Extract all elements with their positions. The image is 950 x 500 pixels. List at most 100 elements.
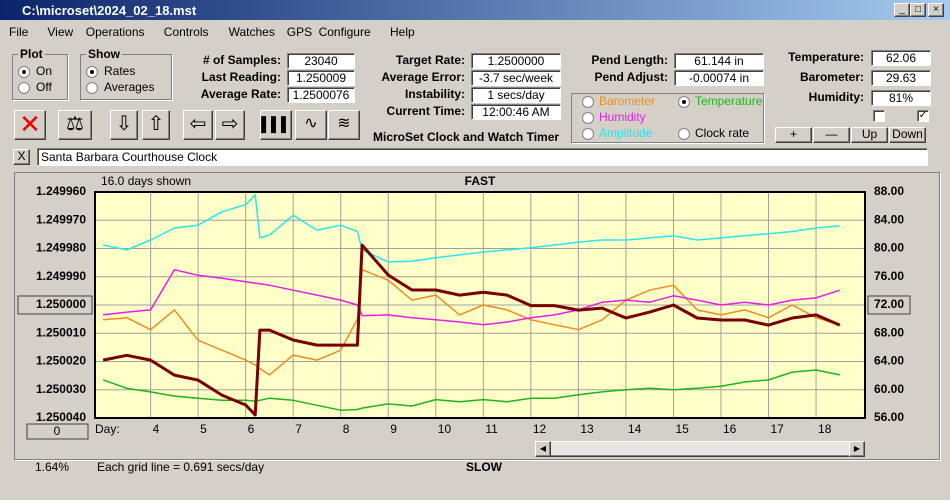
series-line [103,268,841,326]
field-value: -0.00074 in [674,70,764,86]
menu-item[interactable]: File [9,25,29,39]
field-value: 29.63 [871,70,931,86]
zero-button-label: 0 [54,424,61,438]
y-tick-label: 1.250030 [36,382,86,396]
right-button[interactable]: ⇨ [215,110,245,140]
field-value: 23040 [287,53,355,69]
menu-item[interactable]: Controls [163,25,209,39]
legend-box [571,93,764,143]
field-value: 61.144 in [674,53,764,69]
env-button[interactable]: Up [851,127,888,143]
field-label: Current Time: [386,104,465,118]
stop-button[interactable]: ✕ [14,110,46,140]
y-tick-label: 1.249960 [36,184,86,198]
bars-button[interactable]: ▌▌▌ [260,110,292,140]
field-value: 1.250009 [287,70,355,86]
radio-label: Rates [104,64,136,78]
legend-radio[interactable] [582,112,594,124]
radio[interactable] [86,66,98,78]
field-label: Instability: [404,87,465,101]
field-value: -3.7 sec/week [471,70,561,86]
days-shown: 16.0 days shown [101,174,191,188]
y2-tick-label: 64.00 [874,354,904,368]
legend-radio[interactable] [678,128,690,140]
down-button[interactable]: ⇩ [110,110,138,140]
legend-label: Barometer [599,94,656,108]
y2-tick-label: 88.00 [874,184,904,198]
env-button[interactable]: Down [889,127,926,143]
close-window-button[interactable]: × [928,3,944,17]
maximize-button[interactable]: □ [910,3,926,17]
field-label: Average Rate: [200,87,281,101]
fast-label: FAST [465,174,496,188]
field-label: Average Error: [381,70,465,84]
radio-label: Off [36,80,52,94]
y2-tick-label: 84.00 [874,212,904,226]
radio-label: On [36,64,53,78]
y2-tick-label: 80.00 [874,241,904,255]
radio[interactable] [18,82,30,94]
up-button[interactable]: ⇧ [142,110,170,140]
title-bar [0,0,950,20]
field-label: Barometer: [799,70,864,84]
legend-radio[interactable] [582,96,594,108]
menu-item[interactable]: Help [390,25,415,39]
checkbox[interactable]: ✓ [917,110,929,122]
field-value: 1.2500000 [471,53,561,69]
scroll-right[interactable]: ▶ [849,441,865,457]
x-tick-label: 9 [390,422,397,436]
menu-item[interactable]: Operations [85,25,145,39]
x-tick-label: 6 [248,422,255,436]
legend-radio[interactable] [678,96,690,108]
close-watch-button[interactable]: X [13,149,30,165]
field-label: # of Samples: [202,53,281,67]
x-tick-label: 18 [818,422,832,436]
legend-label: Humidity [599,110,646,124]
menu-item[interactable]: View [47,25,74,39]
y-tick-label: 1.249980 [36,241,86,255]
minimize-button[interactable]: _ [894,3,910,17]
x-tick-label: 5 [200,422,207,436]
tick-button[interactable] [17,295,93,315]
x-tick-label: 15 [675,422,689,436]
env-button[interactable]: + [775,127,812,143]
legend-label: Amplitude [599,126,653,140]
wave-button[interactable]: ∿ [295,110,327,140]
x-tick-label: 8 [343,422,350,436]
x-tick-label: 16 [723,422,737,436]
left-button[interactable]: ⇦ [183,110,213,140]
series-line [102,194,840,263]
y-tick-label: 1.250040 [36,410,86,424]
checkbox[interactable] [873,110,885,122]
y2-tick-label: 76.00 [874,269,904,283]
menu-item[interactable]: Watches [228,25,275,39]
tick-button[interactable] [867,295,911,315]
legend-label: Clock rate [695,126,750,140]
y2-tick-label: 72.00 [874,297,904,311]
watch-name[interactable]: Santa Barbara Courthouse Clock [37,148,928,166]
x-tick-label: 12 [533,422,547,436]
legend-radio[interactable] [582,128,594,140]
radio[interactable] [86,82,98,94]
env-button[interactable]: — [813,127,850,143]
x-tick-label: 11 [485,422,498,436]
x-tick-label: 14 [628,422,642,436]
field-value: 81% [871,90,931,106]
field-label: Target Rate: [395,53,465,67]
scroll-left[interactable]: ◀ [535,441,551,457]
grid-note: Each grid line = 0.691 secs/day [97,460,264,474]
plot-border [94,191,866,419]
group-title: Show [86,47,122,61]
radio[interactable] [18,66,30,78]
field-label: Pend Length: [591,53,668,67]
menu-item[interactable]: GPS [286,25,313,39]
y-tick-label: 1.249970 [36,212,86,226]
zero-button[interactable] [26,423,89,440]
field-value: 1.2500076 [287,87,355,103]
field-label: Temperature: [788,50,864,64]
menu-item[interactable]: Configure [318,25,371,39]
scale-button[interactable]: ⚖ [58,110,92,140]
x-tick-label: 10 [438,422,452,436]
waves-button[interactable]: ≋ [328,110,360,140]
